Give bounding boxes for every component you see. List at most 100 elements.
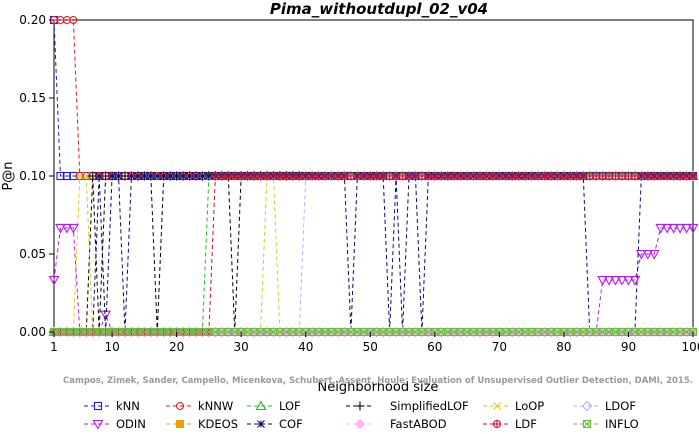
y-tick-label: 0.10 bbox=[19, 169, 46, 183]
series-marker bbox=[493, 402, 501, 410]
series-marker bbox=[581, 400, 593, 412]
legend-label: COF bbox=[279, 417, 303, 431]
series-marker bbox=[153, 172, 162, 180]
x-tick-label: 80 bbox=[556, 340, 571, 354]
series-marker bbox=[67, 223, 79, 234]
series-marker bbox=[159, 172, 168, 180]
series-marker bbox=[668, 223, 680, 234]
series-marker bbox=[69, 15, 78, 25]
legend-item-cof: COF bbox=[247, 417, 303, 431]
series-marker bbox=[508, 327, 517, 337]
series-marker bbox=[385, 171, 394, 181]
x-tick-label: 90 bbox=[621, 340, 636, 354]
series-marker bbox=[114, 172, 123, 180]
series-marker bbox=[616, 276, 628, 286]
x-axis-label: Neighborhood size bbox=[318, 380, 439, 395]
legend-item-ldof: LDOF bbox=[573, 399, 636, 413]
y-tick-label: 0.15 bbox=[19, 91, 46, 105]
series-marker bbox=[48, 276, 60, 286]
legend-label: LDF bbox=[515, 417, 537, 431]
series-cof bbox=[50, 172, 697, 336]
chart-title: Pima_withoutdupl_02_v04 bbox=[270, 0, 488, 18]
legend-label: ODIN bbox=[116, 417, 146, 431]
series-line bbox=[54, 175, 693, 333]
x-tick-label: 40 bbox=[298, 340, 313, 354]
legend-item-inflo: INFLO bbox=[573, 417, 639, 431]
series-marker bbox=[354, 418, 366, 430]
series-marker bbox=[93, 401, 103, 411]
series-marker bbox=[637, 171, 646, 181]
series-ldof bbox=[48, 170, 699, 338]
series-marker bbox=[185, 172, 194, 180]
series-line bbox=[54, 175, 693, 333]
series-marker bbox=[255, 400, 267, 411]
series-marker bbox=[92, 419, 104, 430]
series-marker bbox=[176, 420, 184, 428]
series-marker bbox=[179, 172, 187, 180]
legend-label: SimplifiedLOF bbox=[390, 399, 469, 413]
legend-item-knnw: kNNW bbox=[166, 399, 233, 413]
series-marker bbox=[492, 419, 502, 429]
series-marker bbox=[82, 172, 91, 180]
axes: 1 10 20 30 40 50 60 70 80 90 100 0.00 0.05 0.10 0.15 0.… bbox=[19, 13, 699, 354]
series-marker bbox=[205, 172, 213, 180]
series-marker bbox=[681, 223, 692, 234]
series-line bbox=[54, 175, 693, 333]
legend-label: LDOF bbox=[605, 399, 636, 413]
series-loop bbox=[50, 172, 697, 336]
series-inflo bbox=[49, 327, 698, 337]
series-marker bbox=[469, 327, 478, 337]
legend-item-fastabod: FastABOD bbox=[346, 417, 447, 431]
legend-label: FastABOD bbox=[390, 417, 447, 431]
series-marker bbox=[623, 276, 634, 286]
y-tick-label: 0.05 bbox=[19, 247, 46, 261]
legend-label: INFLO bbox=[605, 417, 639, 431]
series-simplifiedlof bbox=[49, 171, 698, 337]
series-marker bbox=[353, 327, 362, 337]
series-line bbox=[54, 175, 693, 333]
legend: kNN kNNW LOF SimplifiedLOF LoOP LDOF ODIN KDEOS… bbox=[84, 399, 639, 431]
series-marker bbox=[175, 401, 185, 411]
series-marker bbox=[582, 419, 592, 429]
plot-area bbox=[48, 15, 699, 338]
series-marker bbox=[75, 172, 84, 180]
series-marker bbox=[687, 223, 699, 234]
series-marker bbox=[597, 276, 609, 286]
series-marker bbox=[146, 172, 155, 180]
series-group bbox=[48, 15, 699, 338]
series-line bbox=[54, 175, 693, 333]
series-marker bbox=[257, 420, 265, 428]
y-tick-label: 0.20 bbox=[19, 13, 46, 27]
y-axis-label: P@n bbox=[1, 161, 16, 190]
series-line bbox=[54, 175, 693, 333]
series-knn bbox=[49, 15, 698, 181]
series-odin bbox=[48, 223, 699, 338]
series-marker bbox=[411, 327, 420, 337]
series-marker bbox=[288, 327, 297, 337]
series-ldf bbox=[49, 171, 698, 337]
series-marker bbox=[108, 172, 116, 180]
series-line bbox=[54, 19, 693, 177]
series-marker bbox=[661, 223, 673, 234]
x-tick-label: 10 bbox=[104, 340, 119, 354]
series-marker bbox=[456, 171, 465, 181]
series-marker bbox=[100, 310, 112, 321]
series-marker bbox=[192, 172, 200, 180]
legend-item-lof: LOF bbox=[247, 399, 301, 413]
legend-label: LOF bbox=[279, 399, 301, 413]
series-marker bbox=[134, 172, 142, 180]
x-tick-label: 1 bbox=[50, 340, 58, 354]
series-marker bbox=[655, 223, 667, 234]
legend-item-simplifiedlof: SimplifiedLOF bbox=[346, 399, 469, 413]
series-marker bbox=[372, 327, 381, 337]
series-marker bbox=[385, 327, 394, 337]
series-line bbox=[53, 227, 693, 333]
series-marker bbox=[204, 327, 213, 337]
series-marker bbox=[61, 223, 73, 234]
legend-label: kNN bbox=[116, 399, 140, 413]
legend-label: kNNW bbox=[198, 399, 233, 413]
series-marker bbox=[172, 172, 181, 180]
series-knnw bbox=[49, 15, 698, 181]
legend-label: LoOP bbox=[515, 399, 544, 413]
series-line bbox=[53, 19, 693, 177]
